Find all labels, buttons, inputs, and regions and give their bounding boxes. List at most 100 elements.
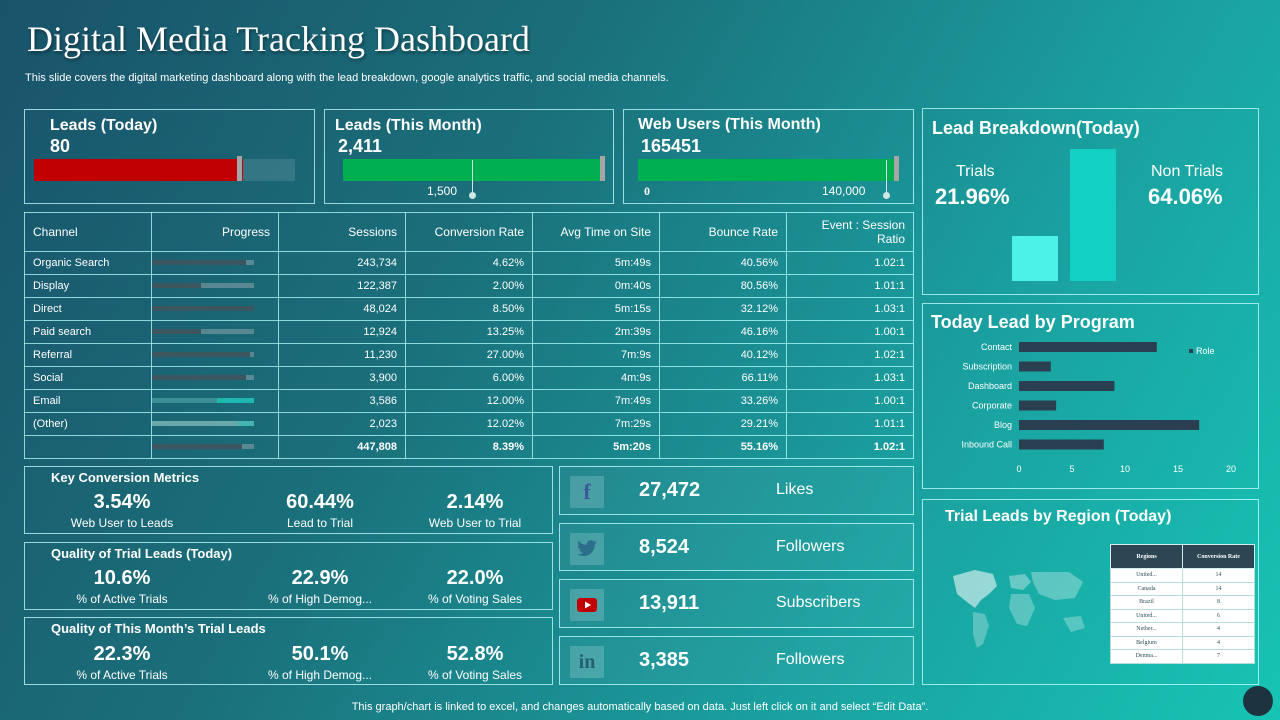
cell-ratio: 1.03:1 <box>786 366 914 390</box>
x-tick-label: 15 <box>1173 464 1183 474</box>
footer-note: This graph/chart is linked to excel, and… <box>351 701 929 713</box>
col-header-bounce[interactable]: Bounce Rate <box>659 212 787 252</box>
col-header-channel[interactable]: Channel <box>24 212 152 252</box>
channel-name: Referral <box>24 343 152 367</box>
quality-month-title: Quality of This Month’s Trial Leads <box>51 621 266 636</box>
channel-name: Organic Search <box>24 251 152 275</box>
region-panel: Trial Leads by Region (Today) Regions Co… <box>922 499 1259 685</box>
breakdown-bar-trials <box>1012 236 1058 281</box>
cell-avg-time: 7m:9s <box>532 343 660 367</box>
channel-table: Channel Progress Sessions Conversion Rat… <box>24 212 914 459</box>
cell-sessions: 447,808 <box>278 435 406 459</box>
cell-bounce: 66.11% <box>659 366 787 390</box>
progress-cell <box>151 412 279 436</box>
cell-bounce: 33.26% <box>659 389 787 413</box>
cell-conversion: 12.02% <box>405 412 533 436</box>
region-name: United... <box>1110 568 1183 583</box>
cell-conversion: 27.00% <box>405 343 533 367</box>
cell-avg-time: 2m:39s <box>532 320 660 344</box>
social-label: Subscribers <box>776 594 861 611</box>
region-rate: 7 <box>1182 649 1255 664</box>
progress-cell <box>151 251 279 275</box>
table-row: (Other) 2,023 12.02% 7m:29s 29.21% 1.01:1 <box>24 412 914 436</box>
leads-month-target-dot <box>469 192 476 199</box>
metric-voting-sales: 22.0% % of Voting Sales <box>395 567 555 606</box>
progress-cell <box>151 274 279 298</box>
progress-cell <box>151 389 279 413</box>
col-header-sessions[interactable]: Sessions <box>278 212 406 252</box>
progress-fill <box>152 375 246 380</box>
leads-today-label: Leads (Today) <box>50 117 158 134</box>
cell-ratio: 1.00:1 <box>786 320 914 344</box>
cell-sessions: 2,023 <box>278 412 406 436</box>
web-users-label: Web Users (This Month) <box>638 116 821 133</box>
leads-month-target-label: 1,500 <box>427 184 458 198</box>
metric-active-trials: 22.3% % of Active Trials <box>42 643 202 682</box>
region-col-header: Regions <box>1110 544 1183 569</box>
progress-fill <box>152 329 201 334</box>
col-header-avg-time[interactable]: Avg Time on Site <box>532 212 660 252</box>
col-header-conversion[interactable]: Conversion Rate <box>405 212 533 252</box>
metric-label: % of Active Trials <box>76 668 168 682</box>
region-title: Trial Leads by Region (Today) <box>945 508 1172 525</box>
col-header-progress[interactable]: Progress <box>151 212 279 252</box>
cell-bounce: 32.12% <box>659 297 787 321</box>
web-users-target-line <box>886 160 887 196</box>
table-row: Display 122,387 2.00% 0m:40s 80.56% 1.01:1 <box>24 274 914 298</box>
lead-breakdown-panel: Lead Breakdown(Today) Trials 21.96% Non … <box>922 108 1259 295</box>
category-label: Subscription <box>962 362 1012 372</box>
x-tick-label: 20 <box>1226 464 1236 474</box>
cell-ratio: 1.01:1 <box>786 274 914 298</box>
progress-track <box>152 329 254 334</box>
cell-avg-time: 4m:9s <box>532 366 660 390</box>
region-rate: 14 <box>1182 568 1255 583</box>
cell-bounce: 29.21% <box>659 412 787 436</box>
social-card-facebook[interactable]: f 27,472 Likes <box>559 466 914 515</box>
progress-fill <box>152 398 217 403</box>
linkedin-icon: in <box>570 646 604 678</box>
youtube-icon <box>570 589 604 621</box>
table-row: Email 3,586 12.00% 7m:49s 33.26% 1.00:1 <box>24 389 914 413</box>
corner-circle-icon <box>1243 686 1273 716</box>
channel-name <box>24 435 152 459</box>
metric-lead-to-trial: 60.44% Lead to Trial <box>240 491 400 530</box>
cell-ratio: 1.03:1 <box>786 297 914 321</box>
channel-table-header: Channel Progress Sessions Conversion Rat… <box>24 212 914 252</box>
leads-month-panel: Leads (This Month) 2,411 1,500 <box>324 109 614 204</box>
region-rate: 14 <box>1182 581 1255 596</box>
social-card-twitter[interactable]: 8,524 Followers <box>559 523 914 571</box>
social-value: 27,472 <box>639 479 701 501</box>
metric-value: 22.3% <box>93 643 151 665</box>
cell-conversion: 13.25% <box>405 320 533 344</box>
world-map-image <box>953 570 1085 648</box>
region-rate: 4 <box>1182 622 1255 637</box>
region-table: Regions Conversion Rate United... 14 Canad… <box>1110 544 1255 664</box>
progress-fill <box>152 306 254 311</box>
program-bar <box>1019 342 1157 352</box>
table-row: Social 3,900 6.00% 4m:9s 66.11% 1.03:1 <box>24 366 914 390</box>
cell-avg-time: 5m:15s <box>532 297 660 321</box>
col-header-ratio[interactable]: Event : Session Ratio <box>786 212 914 252</box>
program-bar <box>1019 420 1200 430</box>
page-subtitle: This slide covers the digital marketing … <box>25 72 669 84</box>
social-label: Followers <box>776 538 845 555</box>
metric-label: Web User to Leads <box>70 516 174 530</box>
channel-name: (Other) <box>24 412 152 436</box>
metric-label: % of High Demog... <box>267 592 373 606</box>
x-tick-label: 5 <box>1069 464 1074 474</box>
lead-by-program-panel: Today Lead by Program Contact Subscriptio… <box>922 303 1259 489</box>
social-label: Followers <box>776 651 845 668</box>
social-card-youtube[interactable]: 13,911 Subscribers <box>559 579 914 628</box>
social-card-linkedin[interactable]: in 3,385 Followers <box>559 636 914 685</box>
web-users-min-label: 0 <box>644 184 650 198</box>
progress-track <box>152 283 254 288</box>
quality-today-panel: Quality of Trial Leads (Today) 10.6% % o… <box>24 542 553 610</box>
metric-active-trials: 10.6% % of Active Trials <box>42 567 202 606</box>
metric-value: 10.6% <box>93 567 151 589</box>
quality-month-panel: Quality of This Month’s Trial Leads 22.3… <box>24 617 553 685</box>
x-tick-label: 0 <box>1016 464 1021 474</box>
channel-name: Email <box>24 389 152 413</box>
key-conversion-panel: Key Conversion Metrics 3.54% Web User to… <box>24 466 553 534</box>
web-users-bar-fill <box>638 159 896 181</box>
page-title: Digital Media Tracking Dashboard <box>27 19 530 59</box>
